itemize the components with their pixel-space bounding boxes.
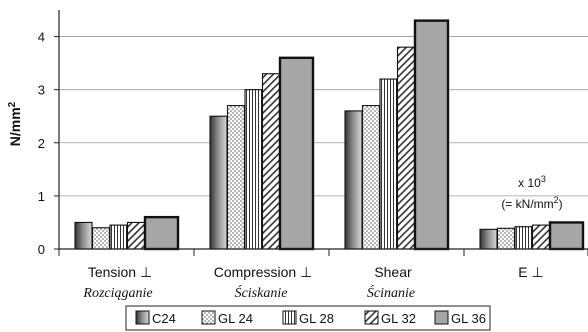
bar-c24-3 xyxy=(344,110,363,250)
y-tick-label: 1 xyxy=(38,189,45,204)
bar-gl28-1 xyxy=(109,224,128,250)
x-category-label: E ⊥ xyxy=(518,264,543,280)
bar-gl28-3 xyxy=(379,78,398,250)
bars xyxy=(74,19,585,251)
legend-swatch-gl24 xyxy=(201,310,216,325)
bar-gl32-2 xyxy=(261,73,281,250)
bar-gl28-2 xyxy=(244,89,263,250)
annotation-unit: x 103 (= kN/mm2) xyxy=(501,174,562,211)
x-category-label: Shear xyxy=(374,264,412,280)
svg-text:(= kN/mm2): (= kN/mm2) xyxy=(501,195,562,211)
bar-gl28-4 xyxy=(514,226,533,250)
bar-gl24-2 xyxy=(226,105,246,250)
bar-c24-4 xyxy=(479,228,498,250)
y-tick-label: 3 xyxy=(38,83,45,98)
gridlines xyxy=(59,36,588,197)
x-category-label: Compression ⊥ xyxy=(214,264,313,280)
legend-label: GL 32 xyxy=(381,311,416,326)
bar-gl24-4 xyxy=(496,227,516,250)
x-category-sublabel: Ścinanie xyxy=(367,284,415,301)
bar-gl36-3 xyxy=(413,19,450,251)
legend-swatch-gl36 xyxy=(434,310,449,325)
x-category-sublabel: Rozciąganie xyxy=(82,286,152,301)
bar-c24-1 xyxy=(74,221,93,250)
legend-swatch-c24 xyxy=(135,310,150,325)
bar-gl36-4 xyxy=(548,221,585,251)
bar-gl36-1 xyxy=(143,215,180,251)
y-ticks: 0 1 2 3 4 xyxy=(38,30,59,257)
y-tick-label: 0 xyxy=(38,242,45,257)
y-axis-label: N/mm2 xyxy=(7,101,23,146)
x-category-sublabel: Ściskanie xyxy=(235,284,288,301)
bar-gl32-1 xyxy=(126,221,146,250)
bar-gl24-1 xyxy=(91,227,111,250)
legend-swatch-gl28 xyxy=(282,310,297,325)
legend-label: C24 xyxy=(152,311,176,326)
bar-gl32-4 xyxy=(531,224,551,250)
x-category-labels: Tension ⊥ Rozciąganie Compression ⊥ Ściskan… xyxy=(58,249,588,301)
legend-label: GL 24 xyxy=(218,311,253,326)
x-category-label: Tension ⊥ xyxy=(88,264,152,280)
y-tick-label: 2 xyxy=(38,136,45,151)
axes xyxy=(58,10,588,250)
bar-c24-2 xyxy=(209,115,228,250)
y-tick-label: 4 xyxy=(38,30,45,45)
legend-box xyxy=(125,305,491,331)
svg-text:x 103: x 103 xyxy=(518,174,546,190)
legend: C24 GL 24 GL 28 GL 32 GL 36 xyxy=(125,305,491,331)
legend-label: GL 28 xyxy=(299,311,334,326)
bar-gl32-3 xyxy=(396,46,416,250)
legend-swatch-gl32 xyxy=(364,310,379,325)
legend-label: GL 36 xyxy=(451,311,486,326)
bar-gl24-3 xyxy=(361,105,381,250)
bar-gl36-2 xyxy=(278,56,315,251)
